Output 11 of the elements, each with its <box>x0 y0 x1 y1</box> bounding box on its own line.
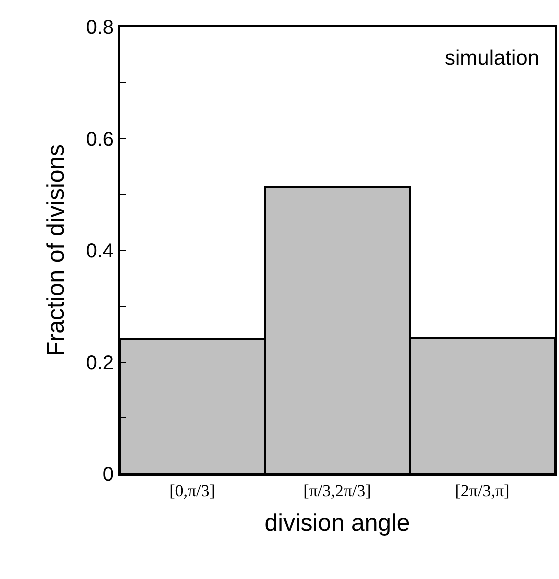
y-tick-label: 0.4 <box>86 240 114 262</box>
y-tick-label: 0.6 <box>86 128 114 151</box>
annotation: simulation <box>445 47 540 70</box>
x-axis-title: division angle <box>264 510 410 538</box>
x-tick-label: [0,π/3] <box>170 481 216 500</box>
y-tick-label: 0 <box>102 464 114 486</box>
y-tick-label: 0.2 <box>86 352 114 374</box>
y-tick-label: 0.8 <box>86 17 114 39</box>
x-tick-label: [π/3,2π/3] <box>304 481 372 500</box>
x-tick-label: [2π/3,π] <box>455 481 510 500</box>
y-axis-title: Fraction of divisions <box>42 144 70 357</box>
